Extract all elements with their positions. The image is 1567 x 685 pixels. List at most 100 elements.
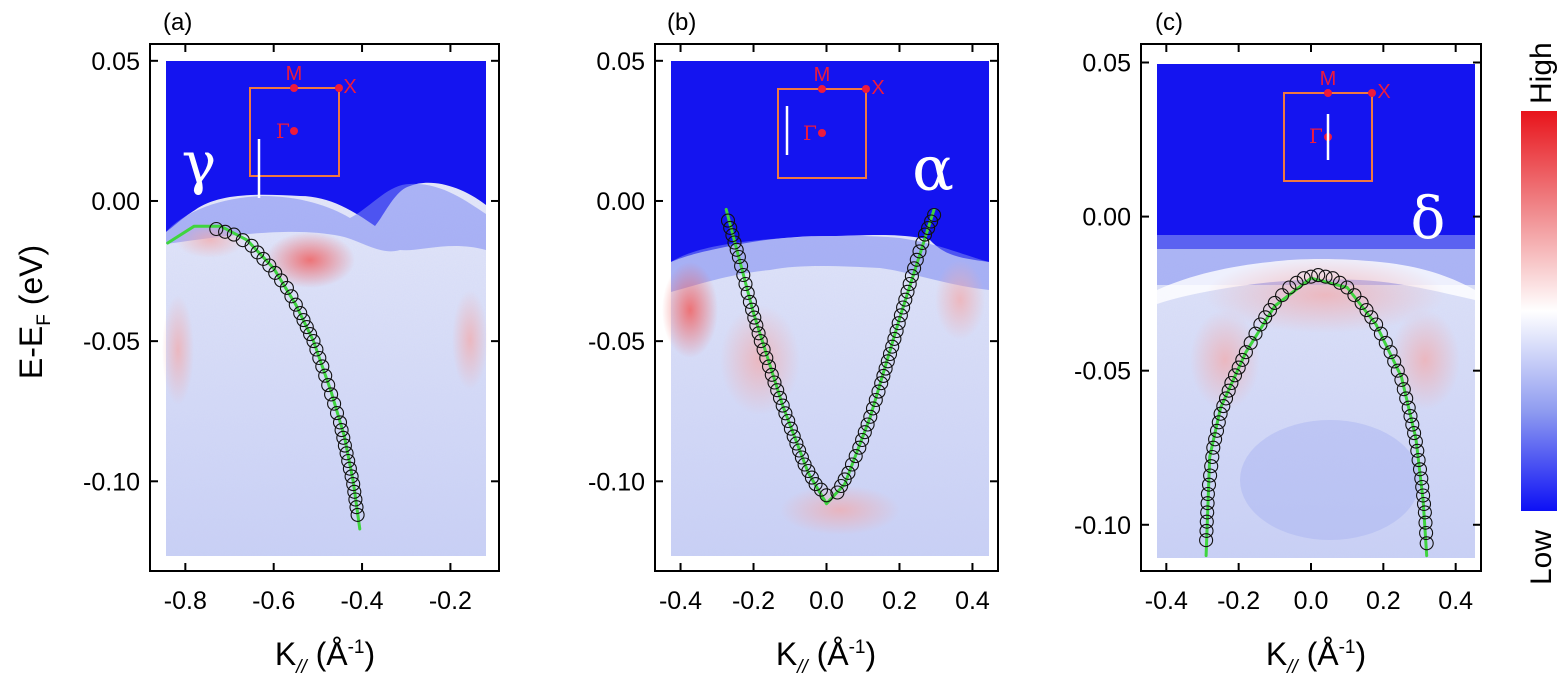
panel-c-inset-gamma: Γ (1309, 124, 1323, 148)
panel-b-band-marker (783, 421, 798, 436)
panel-c-band-marker (1359, 303, 1374, 318)
panel-c-band-marker (1275, 288, 1290, 303)
panel-b-band-marker (808, 477, 823, 492)
panel-c-band-marker (1201, 477, 1217, 492)
panel-c-band-marker (1407, 426, 1422, 441)
panel-b-band-marker (909, 252, 924, 267)
panel-a-band-marker (339, 446, 354, 461)
panel-c-band-marker (1199, 514, 1214, 529)
panel-c-band-marker (1419, 536, 1434, 551)
svg-text:K// (Å-1): K// (Å-1) (776, 636, 876, 678)
panel-b-x-axis-label: K// (Å-1) (776, 636, 876, 678)
panel-a-band-marker (309, 342, 324, 357)
panel-c-band-marker (1401, 400, 1416, 415)
panel-a-frame (149, 43, 500, 572)
panel-c-band-marker (1383, 345, 1398, 360)
panel-b-band-marker (900, 284, 915, 299)
panel-a-band-marker (347, 484, 362, 499)
panel-b-band-marker (891, 316, 906, 331)
panel-c-y-ticks: 0.05 0.00 -0.05 -0.10 (1074, 49, 1481, 540)
panel-a-band-marker (303, 327, 318, 342)
panel-b-x-ticks: -0.4 -0.2 0.0 0.2 0.4 (659, 44, 990, 615)
panel-b-band-marker (927, 207, 942, 223)
panel-b-band-marker (898, 292, 913, 307)
panel-b-band-marker (893, 308, 908, 323)
panel-b-band-marker (720, 213, 736, 228)
panel-c-band-marker (1416, 496, 1432, 512)
panel-a-band-marker (336, 430, 351, 445)
panel-c-x-axis-label: K// (Å-1) (1266, 636, 1366, 678)
panel-c-band-marker (1415, 479, 1430, 495)
panel-a-band-marker (318, 368, 333, 383)
panel-c-band-marker (1218, 391, 1234, 406)
panel-c-band-marker (1204, 459, 1219, 474)
panel-c-band-marker (1369, 317, 1384, 332)
panel-b-band-marker (921, 221, 936, 236)
panel-a-band-marker (324, 387, 339, 402)
panel-c-band-marker (1387, 354, 1402, 369)
panel-a-band-marker (284, 289, 299, 304)
panel-c-inset-x: X (1377, 81, 1390, 103)
panel-a-band-marker (341, 453, 356, 469)
panel-c-band-marker (1253, 317, 1268, 332)
panel-c-band-marker (1200, 496, 1215, 511)
panel-b-band-marker (747, 310, 762, 325)
panel-c-band-marker (1267, 295, 1282, 310)
panel-a-y-ticks: 0.05 0.00 -0.05 -0.10 (83, 48, 499, 496)
panel-a-x-tick-label: -0.2 (429, 587, 472, 615)
panel-c-band-marker (1340, 280, 1355, 295)
panel-a-band-marker (293, 306, 308, 321)
panel-b-fit-layer (724, 207, 936, 506)
panel-b-band-marker (751, 326, 766, 341)
panel-c-band-marker (1235, 352, 1250, 367)
panel-b-marker-layer (720, 207, 942, 503)
panel-c-band-marker (1390, 363, 1405, 378)
panel-c-band-label: δ (1411, 184, 1446, 252)
panel-c-x-tick-label: 0.4 (1438, 587, 1473, 615)
panel-a-band-marker (321, 378, 336, 393)
panel-c-band-marker (1213, 406, 1228, 421)
panel-a-x-ticks: -0.8 -0.6 -0.4 -0.2 (164, 44, 472, 615)
panel-b-band-marker (740, 285, 755, 300)
panel-c-x-ticks: -0.4 -0.2 0.0 0.2 0.4 (1145, 44, 1473, 615)
panel-c-band-marker (1347, 288, 1362, 303)
panel-c-band-marker (1199, 523, 1214, 538)
panel-a-y-tick-label: 0.00 (91, 188, 140, 216)
panel-a-band-marker (279, 280, 294, 295)
panel-a-band-marker (349, 500, 364, 515)
panel-a-band-marker (348, 492, 363, 507)
panel-b-band-marker (804, 470, 819, 485)
panel-c-band-marker (1373, 326, 1388, 341)
panel-a-y-tick-label: -0.10 (83, 468, 140, 496)
panel-b-band-marker (878, 361, 893, 376)
panel-c-band-marker (1403, 409, 1418, 424)
panel-a-bz-inset: M X Γ (249, 63, 357, 198)
panel-c-band-marker (1325, 271, 1340, 286)
panel-a-label: (a) (163, 9, 192, 36)
panel-c-band-marker (1408, 434, 1423, 449)
panel-b-band-marker (725, 228, 740, 243)
colorbar-low-label: Low (1525, 530, 1558, 585)
panel-a-band-marker (342, 461, 357, 476)
panel-b-band-marker (775, 398, 790, 413)
panel-a-band-marker (315, 359, 330, 374)
panel-c-band-marker (1209, 423, 1225, 438)
panel-b-band-marker (781, 413, 796, 429)
panel-c-inset-m: M (1320, 68, 1337, 90)
panel-a-band-marker (312, 350, 327, 366)
panel-b-band-marker (723, 220, 738, 235)
panel-b-band-marker (731, 249, 746, 265)
panel-b-band-marker (885, 339, 900, 354)
panel-b-band-marker (813, 482, 829, 497)
panel-c-band-marker (1416, 488, 1431, 503)
panel-b-band-marker (876, 368, 891, 383)
panel-c-band-marker (1412, 462, 1428, 477)
panel-b-band-marker (837, 472, 852, 487)
panel-b-band-marker (904, 269, 919, 284)
panel-b-inset-gamma: Γ (803, 121, 817, 145)
panel-a-y-tick-label: -0.05 (83, 328, 140, 356)
panel-a-heatmap (162, 61, 488, 556)
panel-b-band-marker (792, 443, 807, 458)
panel-b-band-marker (819, 488, 834, 503)
panel-c-band-marker (1419, 525, 1434, 541)
